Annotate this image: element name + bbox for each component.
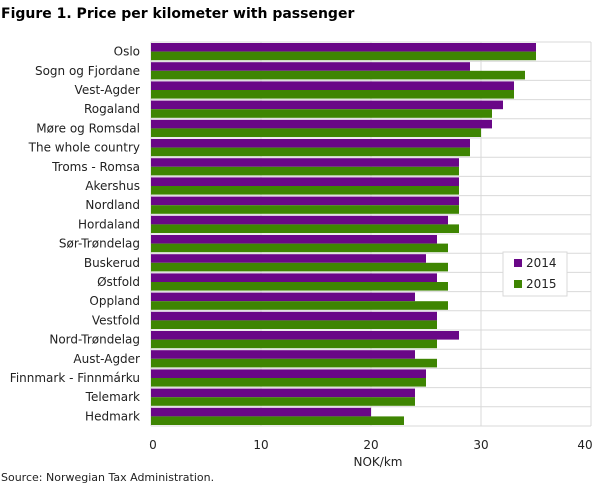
category-label: The whole country xyxy=(28,141,140,155)
category-label: Østfold xyxy=(97,275,140,289)
x-axis-label: NOK/km xyxy=(354,455,403,469)
bar-2014 xyxy=(151,369,426,378)
bar-2015 xyxy=(151,147,470,157)
bar-2015 xyxy=(151,301,448,310)
bar-2015 xyxy=(151,109,492,118)
category-label: Telemark xyxy=(85,390,140,404)
x-tick-label: 30 xyxy=(473,438,488,452)
bar-2014 xyxy=(151,388,415,398)
category-label: Finnmark - Finnmárku xyxy=(10,371,140,385)
category-label: Nordland xyxy=(85,198,140,212)
category-label: Møre og Romsdal xyxy=(36,121,140,135)
bar-2015 xyxy=(151,397,415,406)
bar-2014 xyxy=(151,43,536,52)
bar-2015 xyxy=(151,51,536,61)
bar-2014 xyxy=(151,350,415,359)
bar-2015 xyxy=(151,224,459,233)
bar-2014 xyxy=(151,158,459,167)
category-label: Vest-Agder xyxy=(75,83,141,97)
bar-2014 xyxy=(151,215,448,225)
bar-2014 xyxy=(151,407,371,417)
bar-2014 xyxy=(151,62,470,71)
bar-2015 xyxy=(151,358,437,368)
category-label: Buskerud xyxy=(84,256,140,270)
category-label: Rogaland xyxy=(84,102,140,116)
bar-2014 xyxy=(151,139,470,148)
legend-label: 2014 xyxy=(526,256,557,270)
legend-box xyxy=(502,251,568,297)
category-label: Sør-Trøndelag xyxy=(59,237,140,251)
x-tick-label: 20 xyxy=(363,438,378,452)
bar-2014 xyxy=(151,273,437,282)
bar-2015 xyxy=(151,70,525,80)
category-label: Vestfold xyxy=(92,313,140,327)
bar-2014 xyxy=(151,81,514,90)
x-tick-label: 40 xyxy=(577,438,592,452)
bar-2014 xyxy=(151,311,437,321)
bar-2015 xyxy=(151,262,448,272)
bar-2015 xyxy=(151,166,459,176)
bar-2015 xyxy=(151,186,459,195)
legend-swatch-2015 xyxy=(514,280,522,288)
category-label: Oppland xyxy=(89,294,140,308)
bar-2014 xyxy=(151,331,459,340)
category-label: Akershus xyxy=(85,179,140,193)
bar-2014 xyxy=(151,292,415,302)
category-label: Hedmark xyxy=(85,409,140,423)
bar-2014 xyxy=(151,100,503,110)
bar-2014 xyxy=(151,254,426,263)
bar-2015 xyxy=(151,205,459,214)
bar-2015 xyxy=(151,339,437,349)
bar-2015 xyxy=(151,243,448,253)
x-tick-label: 0 xyxy=(149,438,157,452)
legend-label: 2015 xyxy=(526,277,557,291)
bar-2014 xyxy=(151,177,459,186)
category-label: Sogn og Fjordane xyxy=(35,64,140,78)
bar-2015 xyxy=(151,128,481,137)
bar-2015 xyxy=(151,320,437,329)
category-label: Aust-Agder xyxy=(73,352,140,366)
bar-2015 xyxy=(151,416,404,425)
x-tick-label: 10 xyxy=(253,438,268,452)
chart-title: Figure 1. Price per kilometer with passe… xyxy=(1,6,355,22)
bar-2014 xyxy=(151,119,492,129)
bar-2015 xyxy=(151,282,448,291)
bar-2014 xyxy=(151,196,459,206)
category-label: Oslo xyxy=(114,45,140,59)
legend-swatch-2014 xyxy=(514,259,522,267)
bar-2015 xyxy=(151,378,426,387)
bar-2014 xyxy=(151,235,437,244)
category-label: Nord-Trøndelag xyxy=(49,333,140,347)
source-note: Source: Norwegian Tax Administration. xyxy=(1,471,215,484)
bar-2015 xyxy=(151,90,514,99)
category-label: Troms - Romsa xyxy=(51,160,140,174)
category-label: Hordaland xyxy=(78,217,140,231)
